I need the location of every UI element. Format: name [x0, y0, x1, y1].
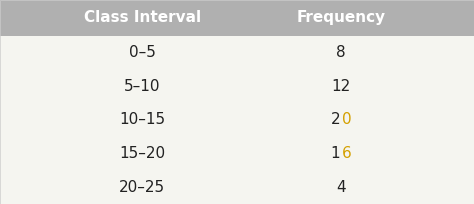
FancyBboxPatch shape: [0, 69, 474, 103]
Text: 15–20: 15–20: [119, 146, 165, 161]
Text: 1: 1: [330, 146, 340, 161]
Text: 4: 4: [337, 180, 346, 195]
Text: 5–10: 5–10: [124, 79, 161, 94]
FancyBboxPatch shape: [0, 0, 474, 36]
Text: 6: 6: [342, 146, 352, 161]
Text: 20–25: 20–25: [119, 180, 165, 195]
Text: 10–15: 10–15: [119, 112, 165, 127]
Text: 0: 0: [342, 112, 352, 127]
Text: 12: 12: [332, 79, 351, 94]
Text: 8: 8: [337, 45, 346, 60]
FancyBboxPatch shape: [0, 103, 474, 137]
FancyBboxPatch shape: [0, 137, 474, 170]
Text: 2: 2: [330, 112, 340, 127]
Text: 0–5: 0–5: [129, 45, 155, 60]
Text: Class Interval: Class Interval: [83, 10, 201, 25]
FancyBboxPatch shape: [0, 170, 474, 204]
Text: Frequency: Frequency: [297, 10, 386, 25]
FancyBboxPatch shape: [0, 36, 474, 69]
